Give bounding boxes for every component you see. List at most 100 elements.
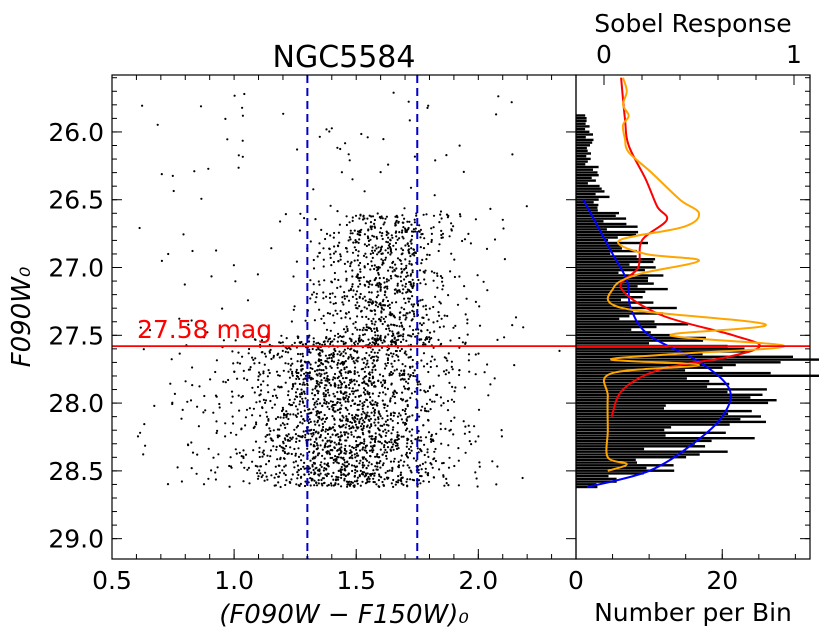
star-point (315, 385, 318, 388)
star-point (351, 275, 354, 278)
star-point (419, 448, 422, 451)
star-point (300, 459, 303, 462)
star-point (409, 255, 412, 258)
star-point (326, 472, 329, 475)
x-tick-label: 0.5 (92, 566, 132, 595)
star-point (310, 432, 313, 435)
star-point (370, 320, 373, 323)
star-point (258, 361, 261, 364)
star-point (156, 123, 159, 126)
star-point (358, 217, 361, 220)
star-point (323, 372, 326, 375)
lf-bar (576, 420, 766, 424)
star-point (406, 416, 409, 419)
star-point (514, 316, 518, 319)
star-point (302, 454, 305, 457)
star-point (356, 445, 359, 448)
star-point (333, 418, 336, 421)
star-point (340, 465, 343, 469)
star-point (384, 381, 387, 384)
star-point (374, 300, 377, 303)
star-point (171, 174, 174, 177)
star-point (284, 426, 287, 429)
star-point (451, 385, 454, 388)
star-point (382, 483, 385, 486)
star-point (438, 243, 441, 246)
star-point (338, 223, 341, 226)
star-point (411, 442, 414, 445)
star-point (421, 298, 424, 301)
star-point (402, 464, 405, 467)
star-point (419, 436, 422, 439)
star-point (365, 398, 368, 401)
star-point (394, 341, 397, 344)
star-point (379, 466, 382, 469)
star-point (409, 274, 412, 277)
star-point (368, 477, 371, 480)
star-point (450, 419, 453, 423)
star-point (341, 335, 344, 339)
star-point (340, 485, 343, 488)
star-point (400, 280, 403, 283)
star-point (229, 431, 232, 434)
star-point (357, 384, 360, 387)
star-point (404, 421, 407, 425)
star-point (256, 465, 259, 468)
star-point (325, 128, 328, 131)
star-point (301, 397, 304, 400)
star-point (348, 387, 351, 390)
star-point (247, 466, 250, 469)
star-point (315, 342, 318, 345)
star-point (405, 316, 408, 319)
lf-bar (576, 401, 769, 405)
star-point (328, 394, 331, 397)
star-point (359, 283, 362, 286)
star-point (324, 442, 327, 445)
star-point (346, 436, 349, 439)
star-point (313, 319, 316, 322)
star-point (411, 333, 415, 336)
star-point (359, 213, 362, 216)
star-point (296, 424, 300, 427)
star-point (143, 423, 146, 426)
star-point (429, 365, 432, 369)
star-point (354, 326, 357, 329)
star-point (400, 271, 403, 274)
star-point (435, 432, 438, 435)
star-point (224, 422, 227, 425)
star-point (419, 383, 422, 386)
star-point (365, 351, 368, 355)
star-point (289, 481, 292, 484)
lf-bar (576, 130, 590, 133)
star-point (371, 301, 374, 304)
star-point (316, 421, 319, 424)
lf-x-axis-label: Number per Bin (594, 598, 792, 627)
star-point (337, 478, 340, 481)
star-point (364, 299, 367, 302)
star-point (366, 136, 369, 139)
star-point (476, 274, 479, 277)
star-point (308, 429, 311, 432)
star-point (387, 347, 391, 350)
star-point (260, 351, 263, 354)
star-point (321, 350, 324, 353)
star-point (412, 230, 415, 233)
star-point (430, 270, 433, 273)
star-point (404, 258, 407, 261)
star-point (370, 411, 373, 414)
star-point (393, 292, 397, 295)
star-point (363, 333, 366, 336)
star-point (423, 443, 426, 446)
star-point (277, 481, 280, 484)
star-point (360, 413, 363, 416)
lf-bar (576, 263, 630, 266)
star-point (354, 304, 357, 307)
star-point (315, 400, 318, 403)
star-point (358, 231, 361, 234)
star-point (388, 469, 391, 472)
star-point (356, 301, 359, 304)
star-point (407, 300, 410, 303)
star-point (329, 256, 332, 259)
star-point (332, 351, 335, 355)
lf-bar (576, 426, 672, 429)
